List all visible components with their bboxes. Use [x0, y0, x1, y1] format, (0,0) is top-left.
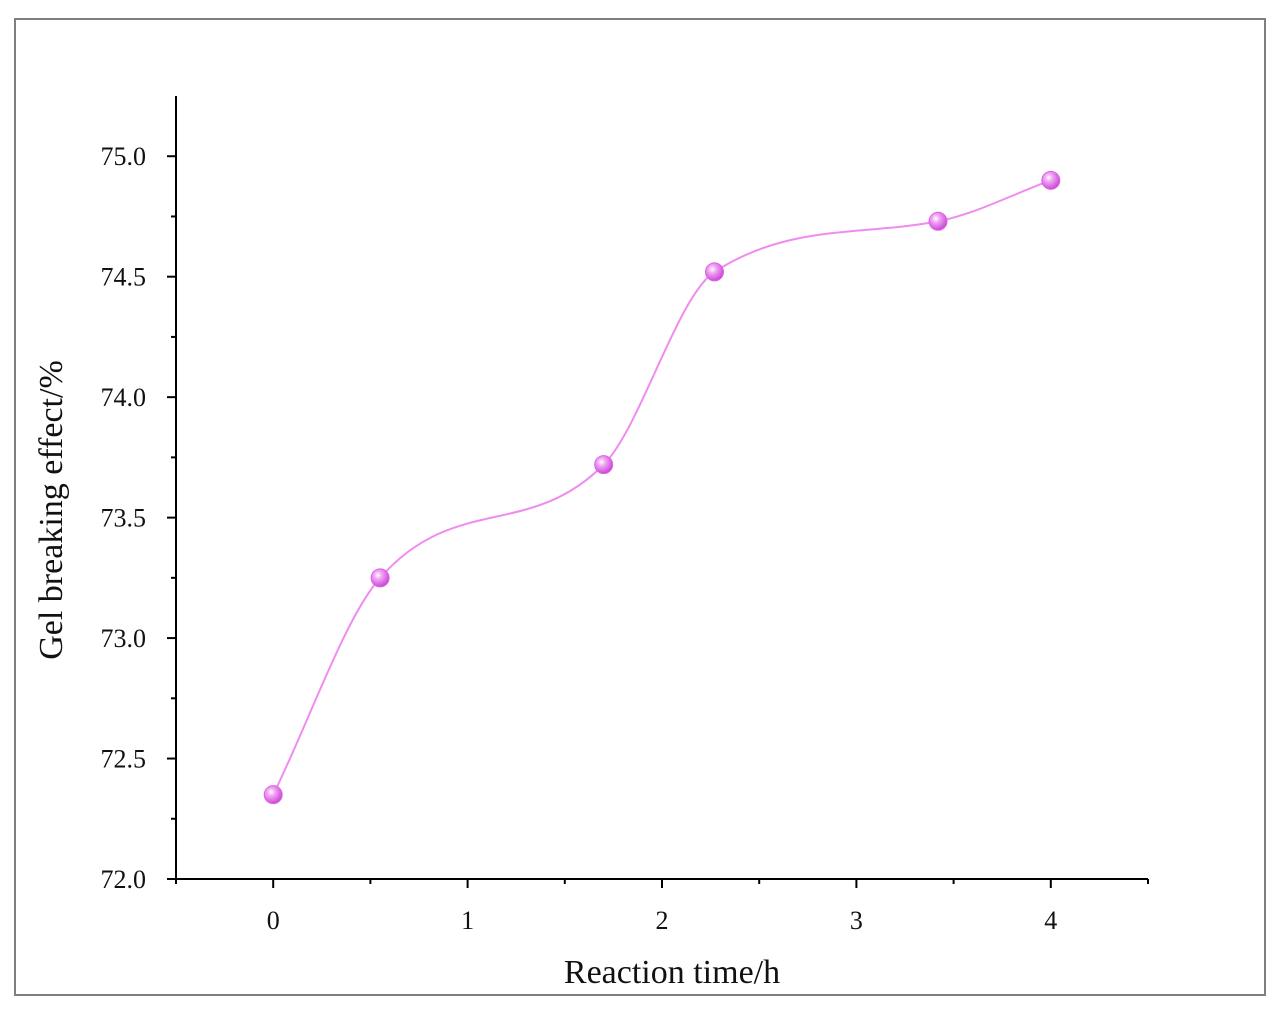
x-tick-label: 3: [850, 906, 863, 935]
data-markers: [263, 170, 1061, 805]
y-tick-label: 72.5: [101, 745, 147, 774]
x-tick-label: 1: [461, 906, 474, 935]
x-tick-label: 4: [1044, 906, 1057, 935]
y-tick-label: 74.5: [101, 263, 147, 292]
y-axis-title: Gel breaking effect/%: [33, 360, 70, 660]
series-line: [272, 179, 1052, 796]
x-tick-label: 2: [656, 906, 669, 935]
data-point: [928, 211, 948, 231]
data-point: [1041, 170, 1061, 190]
y-tick-label: 73.0: [101, 624, 147, 653]
x-tick-label: 0: [267, 906, 280, 935]
y-tick-label: 74.0: [101, 383, 147, 412]
data-point: [263, 785, 283, 805]
axes: 72.0 72.5 73.0 73.5 74.0 74.5 75.0 0 1 2 3 4: [101, 96, 1149, 935]
data-point: [370, 568, 390, 588]
y-tick-label: 73.5: [101, 504, 147, 533]
series-curve-layer: [272, 179, 1052, 796]
y-tick-label: 75.0: [101, 142, 147, 171]
data-point: [594, 455, 614, 475]
x-axis-title: Reaction time/h: [564, 954, 780, 991]
y-tick-label: 72.0: [101, 865, 147, 894]
data-point: [704, 262, 724, 282]
